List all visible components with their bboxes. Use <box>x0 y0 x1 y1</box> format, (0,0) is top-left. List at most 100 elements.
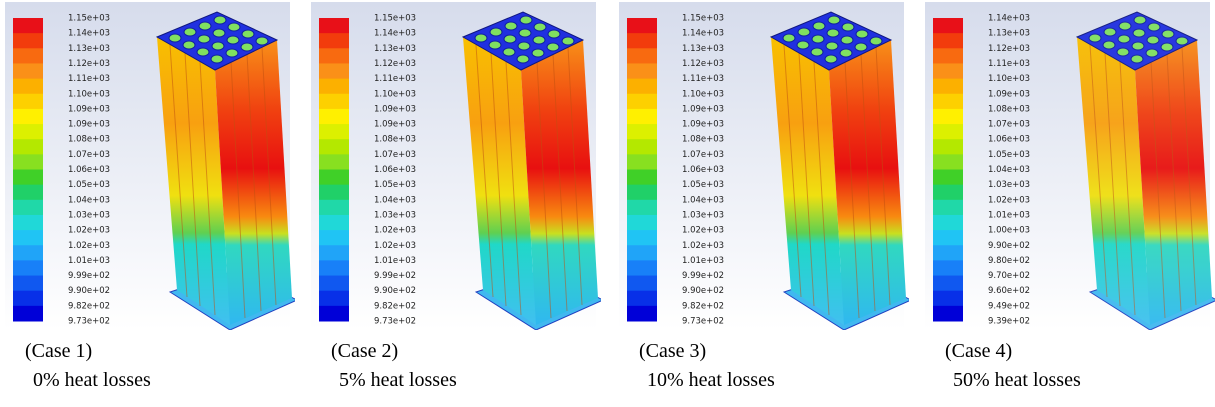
colorbar-cell <box>627 169 657 186</box>
colorbar-label: 1.13e+03 <box>374 44 416 54</box>
colorbar-label: 1.07e+03 <box>682 150 724 160</box>
colorbar-label: 9.49e+02 <box>988 301 1030 311</box>
colorbar-cell <box>933 33 963 49</box>
colorbar-label: 1.02e+03 <box>682 241 724 251</box>
colorbar-label: 9.60e+02 <box>988 286 1030 296</box>
colorbar-label: 1.11e+03 <box>988 59 1030 69</box>
colorbar-cell <box>933 260 963 277</box>
panel: 1.15e+03 1.14e+03 1.13e+03 1.12e+03 1.11e+03… <box>311 2 603 391</box>
colorbar-label: 9.90e+02 <box>682 286 724 296</box>
colorbar-cell <box>319 214 349 231</box>
colorbar-label: 1.13e+03 <box>68 44 110 54</box>
colorbar-label: 1.05e+03 <box>68 180 110 190</box>
colorbar-cell <box>319 93 349 110</box>
colorbar-label: 1.14e+03 <box>988 14 1030 24</box>
colorbar-cell <box>319 78 349 95</box>
colorbar-cell <box>933 124 963 140</box>
colorbar-cell <box>13 33 43 49</box>
colorbar-label: 9.82e+02 <box>374 301 416 311</box>
colorbar-label: 9.73e+02 <box>374 317 416 327</box>
colorbar-cell <box>319 245 349 261</box>
colorbar-cell <box>933 214 963 231</box>
colorbar-label: 9.70e+02 <box>988 271 1030 281</box>
colorbar-label: 9.73e+02 <box>68 317 110 327</box>
colorbar-label: 1.14e+03 <box>68 29 110 39</box>
colorbar-cell <box>13 169 43 186</box>
colorbar-label: 9.90e+02 <box>68 286 110 296</box>
colorbar-label: 1.05e+03 <box>988 150 1030 160</box>
colorbar-cell <box>933 139 963 155</box>
colorbar-label: 1.02e+03 <box>374 226 416 236</box>
caption: 50% heat losses <box>953 369 1081 391</box>
colorbar-cell <box>13 230 43 246</box>
colorbar-cell <box>627 260 657 277</box>
colorbar-label: 1.12e+03 <box>68 59 110 69</box>
colorbar-cell <box>319 139 349 155</box>
colorbar-cell <box>627 290 657 307</box>
colorbar-label: 1.09e+03 <box>988 89 1030 99</box>
colorbar-cell <box>933 63 963 80</box>
colorbar-label: 9.73e+02 <box>682 317 724 327</box>
colorbar-label: 1.07e+03 <box>988 120 1030 130</box>
column-contour <box>1077 12 1215 330</box>
colorbar-cell <box>13 139 43 155</box>
colorbar-label: 1.15e+03 <box>374 14 416 24</box>
colorbar-label: 1.04e+03 <box>682 195 724 205</box>
colorbar-label: 9.82e+02 <box>68 301 110 311</box>
colorbar-label: 1.09e+03 <box>374 120 416 130</box>
case-label: (Case 3) <box>639 340 706 362</box>
colorbar-cell <box>319 18 349 34</box>
colorbar-cell <box>319 305 349 322</box>
colorbar-cell <box>13 154 43 170</box>
colorbar-cell <box>13 199 43 216</box>
colorbar-label: 9.99e+02 <box>68 271 110 281</box>
colorbar-label: 9.39e+02 <box>988 317 1030 327</box>
colorbar-cell <box>319 184 349 201</box>
colorbar-cell <box>13 184 43 201</box>
colorbar-cell <box>319 48 349 64</box>
colorbar-label: 1.13e+03 <box>988 29 1030 39</box>
panel: 1.15e+03 1.14e+03 1.13e+03 1.12e+03 1.11e+03… <box>619 2 911 391</box>
colorbar-cell <box>13 245 43 261</box>
column-contour <box>771 12 911 330</box>
panel: 1.15e+03 1.14e+03 1.13e+03 1.12e+03 1.11e+03… <box>5 2 297 391</box>
colorbar-label: 1.06e+03 <box>68 165 110 175</box>
colorbar-label: 1.11e+03 <box>374 74 416 84</box>
colorbar-cell <box>319 63 349 80</box>
colorbar-cell <box>627 93 657 110</box>
colorbar-cell <box>13 18 43 34</box>
colorbar-label: 1.02e+03 <box>682 226 724 236</box>
colorbar-label: 1.05e+03 <box>374 180 416 190</box>
colorbar-label: 1.04e+03 <box>68 195 110 205</box>
colorbar-cell <box>627 63 657 80</box>
colorbar-label: 1.11e+03 <box>682 74 724 84</box>
colorbar-cell <box>13 260 43 277</box>
colorbar-cell <box>627 139 657 155</box>
colorbar-label: 1.14e+03 <box>374 29 416 39</box>
colorbar-label: 1.08e+03 <box>988 104 1030 114</box>
colorbar-cell <box>933 184 963 201</box>
colorbar-label: 1.10e+03 <box>374 89 416 99</box>
colorbar-cell <box>13 214 43 231</box>
colorbar-cell <box>13 124 43 140</box>
colorbar-label: 1.07e+03 <box>374 150 416 160</box>
colorbar-cell <box>627 184 657 201</box>
caption: 0% heat losses <box>33 369 151 391</box>
colorbar-cell <box>933 108 963 125</box>
colorbar-label: 9.99e+02 <box>682 271 724 281</box>
colorbar-cell <box>627 305 657 322</box>
colorbar-label: 1.10e+03 <box>68 89 110 99</box>
colorbar-label: 1.09e+03 <box>682 104 724 114</box>
colorbar-cell <box>319 154 349 170</box>
colorbar-cell <box>627 108 657 125</box>
colorbar-label: 9.99e+02 <box>374 271 416 281</box>
colorbar-cell <box>627 78 657 95</box>
colorbar-label: 1.04e+03 <box>374 195 416 205</box>
colorbar-label: 1.02e+03 <box>68 241 110 251</box>
colorbar-cell <box>13 63 43 80</box>
colorbar-cell <box>627 18 657 34</box>
colorbar-label: 9.90e+02 <box>374 286 416 296</box>
colorbar-label: 1.07e+03 <box>68 150 110 160</box>
case-label: (Case 1) <box>25 340 92 362</box>
